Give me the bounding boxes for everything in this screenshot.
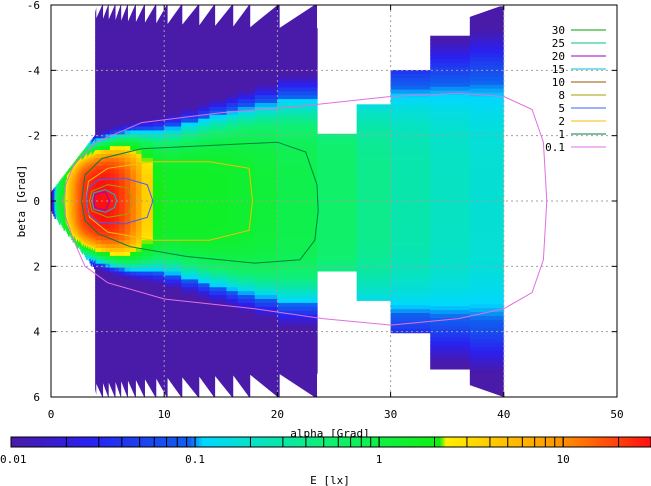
contour-2 bbox=[85, 161, 254, 241]
y-axis-label: beta [Grad] bbox=[15, 165, 28, 238]
contour-1 bbox=[81, 141, 319, 264]
contour-15 bbox=[91, 189, 118, 213]
y-tick-label: 0 bbox=[33, 195, 40, 208]
colorbar-ticks: 0.01 0.1 1 10 bbox=[0, 437, 651, 466]
contour-5 bbox=[85, 177, 154, 225]
y-tick-label: -4 bbox=[27, 64, 41, 77]
colorbar-label: E [lx] bbox=[310, 474, 350, 486]
colorbar-tick-label: 1 bbox=[376, 453, 383, 466]
colorbar-tick-label: 0.01 bbox=[0, 453, 27, 466]
y-tick-label: -6 bbox=[27, 0, 40, 12]
x-tick-label: 50 bbox=[610, 408, 623, 421]
contour-lines bbox=[62, 92, 548, 326]
legend-label: 2 bbox=[558, 115, 565, 128]
legend-label: 10 bbox=[552, 76, 565, 89]
legend-label: 5 bbox=[558, 102, 565, 115]
legend-label: 25 bbox=[552, 37, 565, 50]
colorbar: 0.01 0.1 1 10 E [lx] bbox=[0, 436, 651, 486]
x-tick-label: 20 bbox=[271, 408, 284, 421]
contour-8 bbox=[88, 184, 134, 218]
contour-0_1 bbox=[62, 92, 548, 326]
contour-20 bbox=[93, 191, 111, 211]
x-tick-label: 40 bbox=[497, 408, 510, 421]
x-tick-label: 30 bbox=[384, 408, 397, 421]
y-axis-ticks: -6 -4 -2 0 2 4 6 bbox=[27, 0, 617, 404]
legend-label: 8 bbox=[558, 89, 565, 102]
legend-label: 30 bbox=[552, 24, 565, 37]
y-tick-label: 2 bbox=[33, 260, 40, 273]
y-tick-label: 4 bbox=[33, 326, 40, 339]
y-tick-label: 6 bbox=[33, 391, 40, 404]
heatmap-layer bbox=[51, 5, 617, 397]
y-tick-label: -2 bbox=[27, 130, 40, 143]
colorbar-tick-label: 10 bbox=[557, 453, 570, 466]
legend-label: 15 bbox=[552, 63, 565, 76]
legend-label: 0.1 bbox=[545, 141, 565, 154]
x-tick-label: 10 bbox=[158, 408, 171, 421]
legend-label: 20 bbox=[552, 50, 565, 63]
x-axis-ticks: 0 10 20 30 40 50 bbox=[48, 5, 624, 421]
x-tick-label: 0 bbox=[48, 408, 55, 421]
grid-lines bbox=[51, 5, 617, 397]
colorbar-tick-label: 0.1 bbox=[185, 453, 205, 466]
legend-label: 1 bbox=[558, 128, 565, 141]
